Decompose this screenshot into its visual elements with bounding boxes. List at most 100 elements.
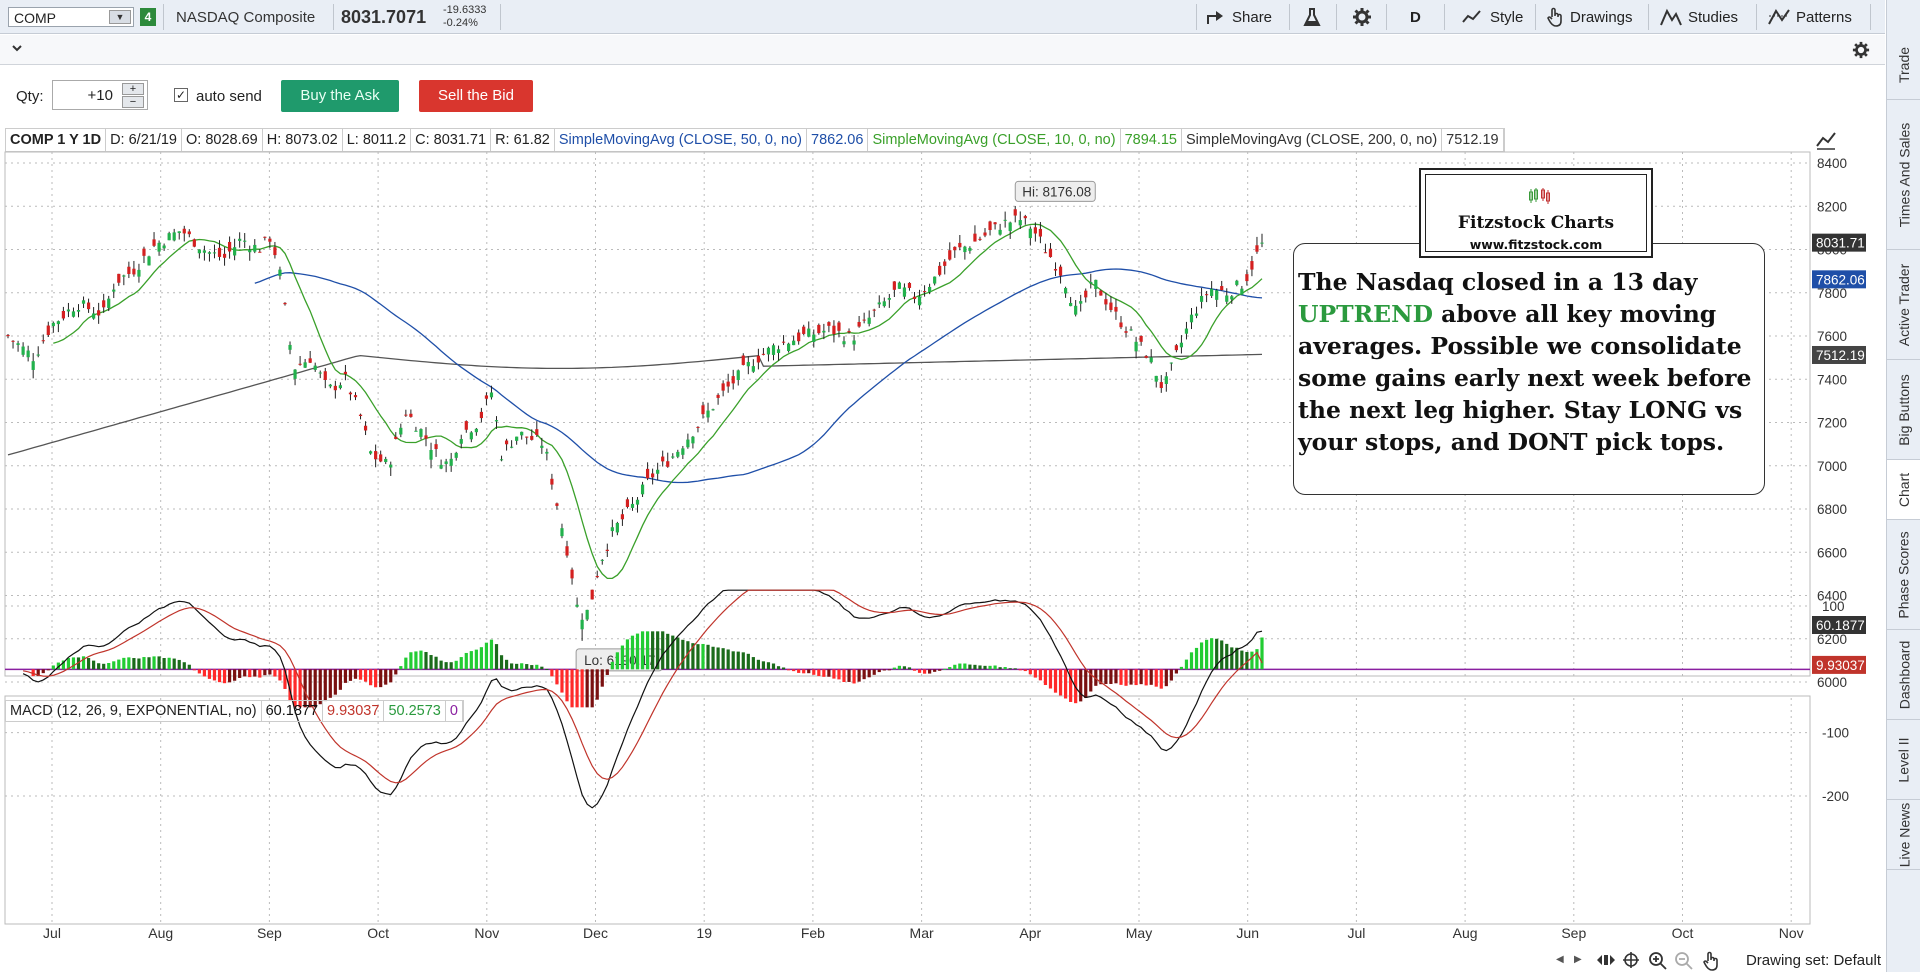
macd-histogram-bar [711, 646, 715, 670]
sidebar-tab-trade[interactable]: Trade [1887, 30, 1920, 100]
drawing-set-label[interactable]: Drawing set: Default [1745, 952, 1881, 969]
timeframe-button[interactable]: D [1410, 4, 1421, 30]
macd-histogram-bar [510, 663, 514, 670]
candle-body [253, 244, 257, 252]
macd-label[interactable]: MACD (12, 26, 9, EXPONENTIAL, no) [6, 701, 262, 721]
crosshair-icon[interactable] [1622, 951, 1640, 972]
patterns-button[interactable]: Patterns [1768, 4, 1852, 30]
candle-body [691, 436, 695, 444]
candle-body [384, 458, 388, 462]
macd-histogram-bar [1043, 669, 1048, 686]
candle-body [429, 450, 433, 460]
macd-histogram-bar [112, 661, 116, 670]
candle-body [71, 311, 76, 317]
macd-histogram-bar [1089, 669, 1093, 692]
chevron-down-icon[interactable] [10, 41, 24, 58]
sidebar-tab-phase-scores[interactable]: Phase Scores [1887, 520, 1920, 630]
candle-body [716, 394, 720, 398]
macd-histogram-bar [1134, 669, 1138, 686]
info-symbol: COMP 1 Y 1D [6, 129, 107, 151]
macd-histogram-bar [696, 644, 700, 670]
scroll-right-icon[interactable]: ▶ [1574, 954, 1582, 965]
sidebar-tab-label: Level II [1896, 736, 1913, 783]
pan-icon[interactable] [1596, 951, 1616, 972]
price-tick-label: 6600 [1817, 545, 1847, 560]
share-icon [1206, 8, 1226, 26]
macd-histogram-bar [1109, 669, 1113, 684]
panel-settings-gear-icon[interactable] [1852, 41, 1870, 62]
macd-histogram-bar [132, 658, 136, 670]
zoom-out-icon[interactable] [1674, 951, 1694, 972]
qty-decrement-button[interactable]: − [122, 96, 144, 108]
candle-body [419, 429, 423, 437]
macd-histogram-bar [968, 664, 972, 670]
macd-histogram-bar [479, 647, 483, 670]
candle-body [1084, 290, 1088, 298]
macd-histogram-bar [575, 669, 579, 708]
quantity-stepper[interactable]: +10 + − [52, 80, 148, 110]
macd-histogram-bar [1230, 647, 1234, 670]
symbol-dropdown-icon[interactable]: ▼ [109, 10, 131, 24]
drawings-button[interactable]: Drawings [1546, 4, 1633, 30]
candle-body [570, 569, 574, 579]
candle-body [822, 330, 826, 333]
scroll-left-icon[interactable]: ◀ [1556, 954, 1564, 965]
annotation-part1: The Nasdaq closed in a 13 day [1298, 268, 1698, 296]
studies-button[interactable]: Studies [1660, 4, 1738, 30]
candle-body [81, 300, 86, 304]
qty-increment-button[interactable]: + [122, 83, 144, 95]
share-button[interactable]: Share [1206, 4, 1272, 30]
macd-histogram-bar [258, 669, 262, 678]
divider [1756, 4, 1757, 30]
sidebar-tab-level-ii[interactable]: Level II [1887, 720, 1920, 800]
candle-body [363, 425, 368, 431]
low-callout: Lo: 6190.17 [584, 653, 655, 668]
sma50-label[interactable]: SimpleMovingAvg (CLOSE, 50, 0, no) [555, 129, 808, 151]
macd-histogram-bar [842, 669, 846, 682]
sidebar-tab-active-trader[interactable]: Active Trader [1887, 250, 1920, 360]
candle-body [1179, 342, 1184, 348]
sell-the-bid-button[interactable]: Sell the Bid [419, 80, 533, 112]
auto-send-checkbox[interactable]: ✓ [174, 88, 188, 102]
annotation-box[interactable] [1293, 243, 1765, 495]
buy-the-ask-button[interactable]: Buy the Ask [281, 80, 399, 112]
time-axis-label: Oct [367, 925, 389, 941]
candle-body [530, 435, 534, 440]
flask-button[interactable] [1303, 4, 1321, 30]
macd-histogram-bar [172, 658, 176, 670]
candle-body [872, 309, 876, 311]
candle-body [862, 319, 866, 321]
style-button[interactable]: Style [1462, 4, 1523, 30]
settings-button[interactable] [1352, 4, 1372, 30]
sma10-label[interactable]: SimpleMovingAvg (CLOSE, 10, 0, no) [868, 129, 1121, 151]
candle-body [61, 310, 65, 319]
time-axis-label: Apr [1019, 925, 1041, 941]
candle-body [323, 371, 327, 380]
hand-icon[interactable] [1702, 951, 1720, 972]
candle-body [6, 334, 10, 337]
macd-histogram-bar [177, 659, 181, 670]
sidebar-tab-big-buttons[interactable]: Big Buttons [1887, 360, 1920, 460]
zoom-in-icon[interactable] [1648, 951, 1668, 972]
candle-body [187, 231, 191, 235]
candle-body [1210, 288, 1214, 296]
macd-histogram-bar [787, 669, 791, 671]
sidebar-tab-times-and-sales[interactable]: Times And Sales [1887, 100, 1920, 250]
timeframe-label: D [1410, 8, 1421, 26]
candle-body [1194, 313, 1199, 316]
macd-histogram-bar [595, 669, 599, 700]
candle-body [545, 451, 549, 454]
sidebar-tab-dashboard[interactable]: Dashboard [1887, 630, 1920, 720]
sidebar-tab-live-news[interactable]: Live News [1887, 800, 1920, 870]
candle-body [1225, 295, 1229, 302]
symbol-input[interactable]: COMP ▼ [8, 7, 134, 27]
sma200-label[interactable]: SimpleMovingAvg (CLOSE, 200, 0, no) [1182, 129, 1443, 151]
sidebar-tab-chart[interactable]: Chart [1887, 460, 1920, 520]
macd-histogram-bar [86, 658, 91, 670]
macd-histogram-bar [1199, 642, 1204, 670]
chart-type-icon[interactable] [1815, 130, 1837, 153]
candle-body [1043, 252, 1048, 254]
price-tick-label: 6800 [1817, 502, 1847, 517]
link-group-badge[interactable]: 4 [140, 8, 156, 26]
